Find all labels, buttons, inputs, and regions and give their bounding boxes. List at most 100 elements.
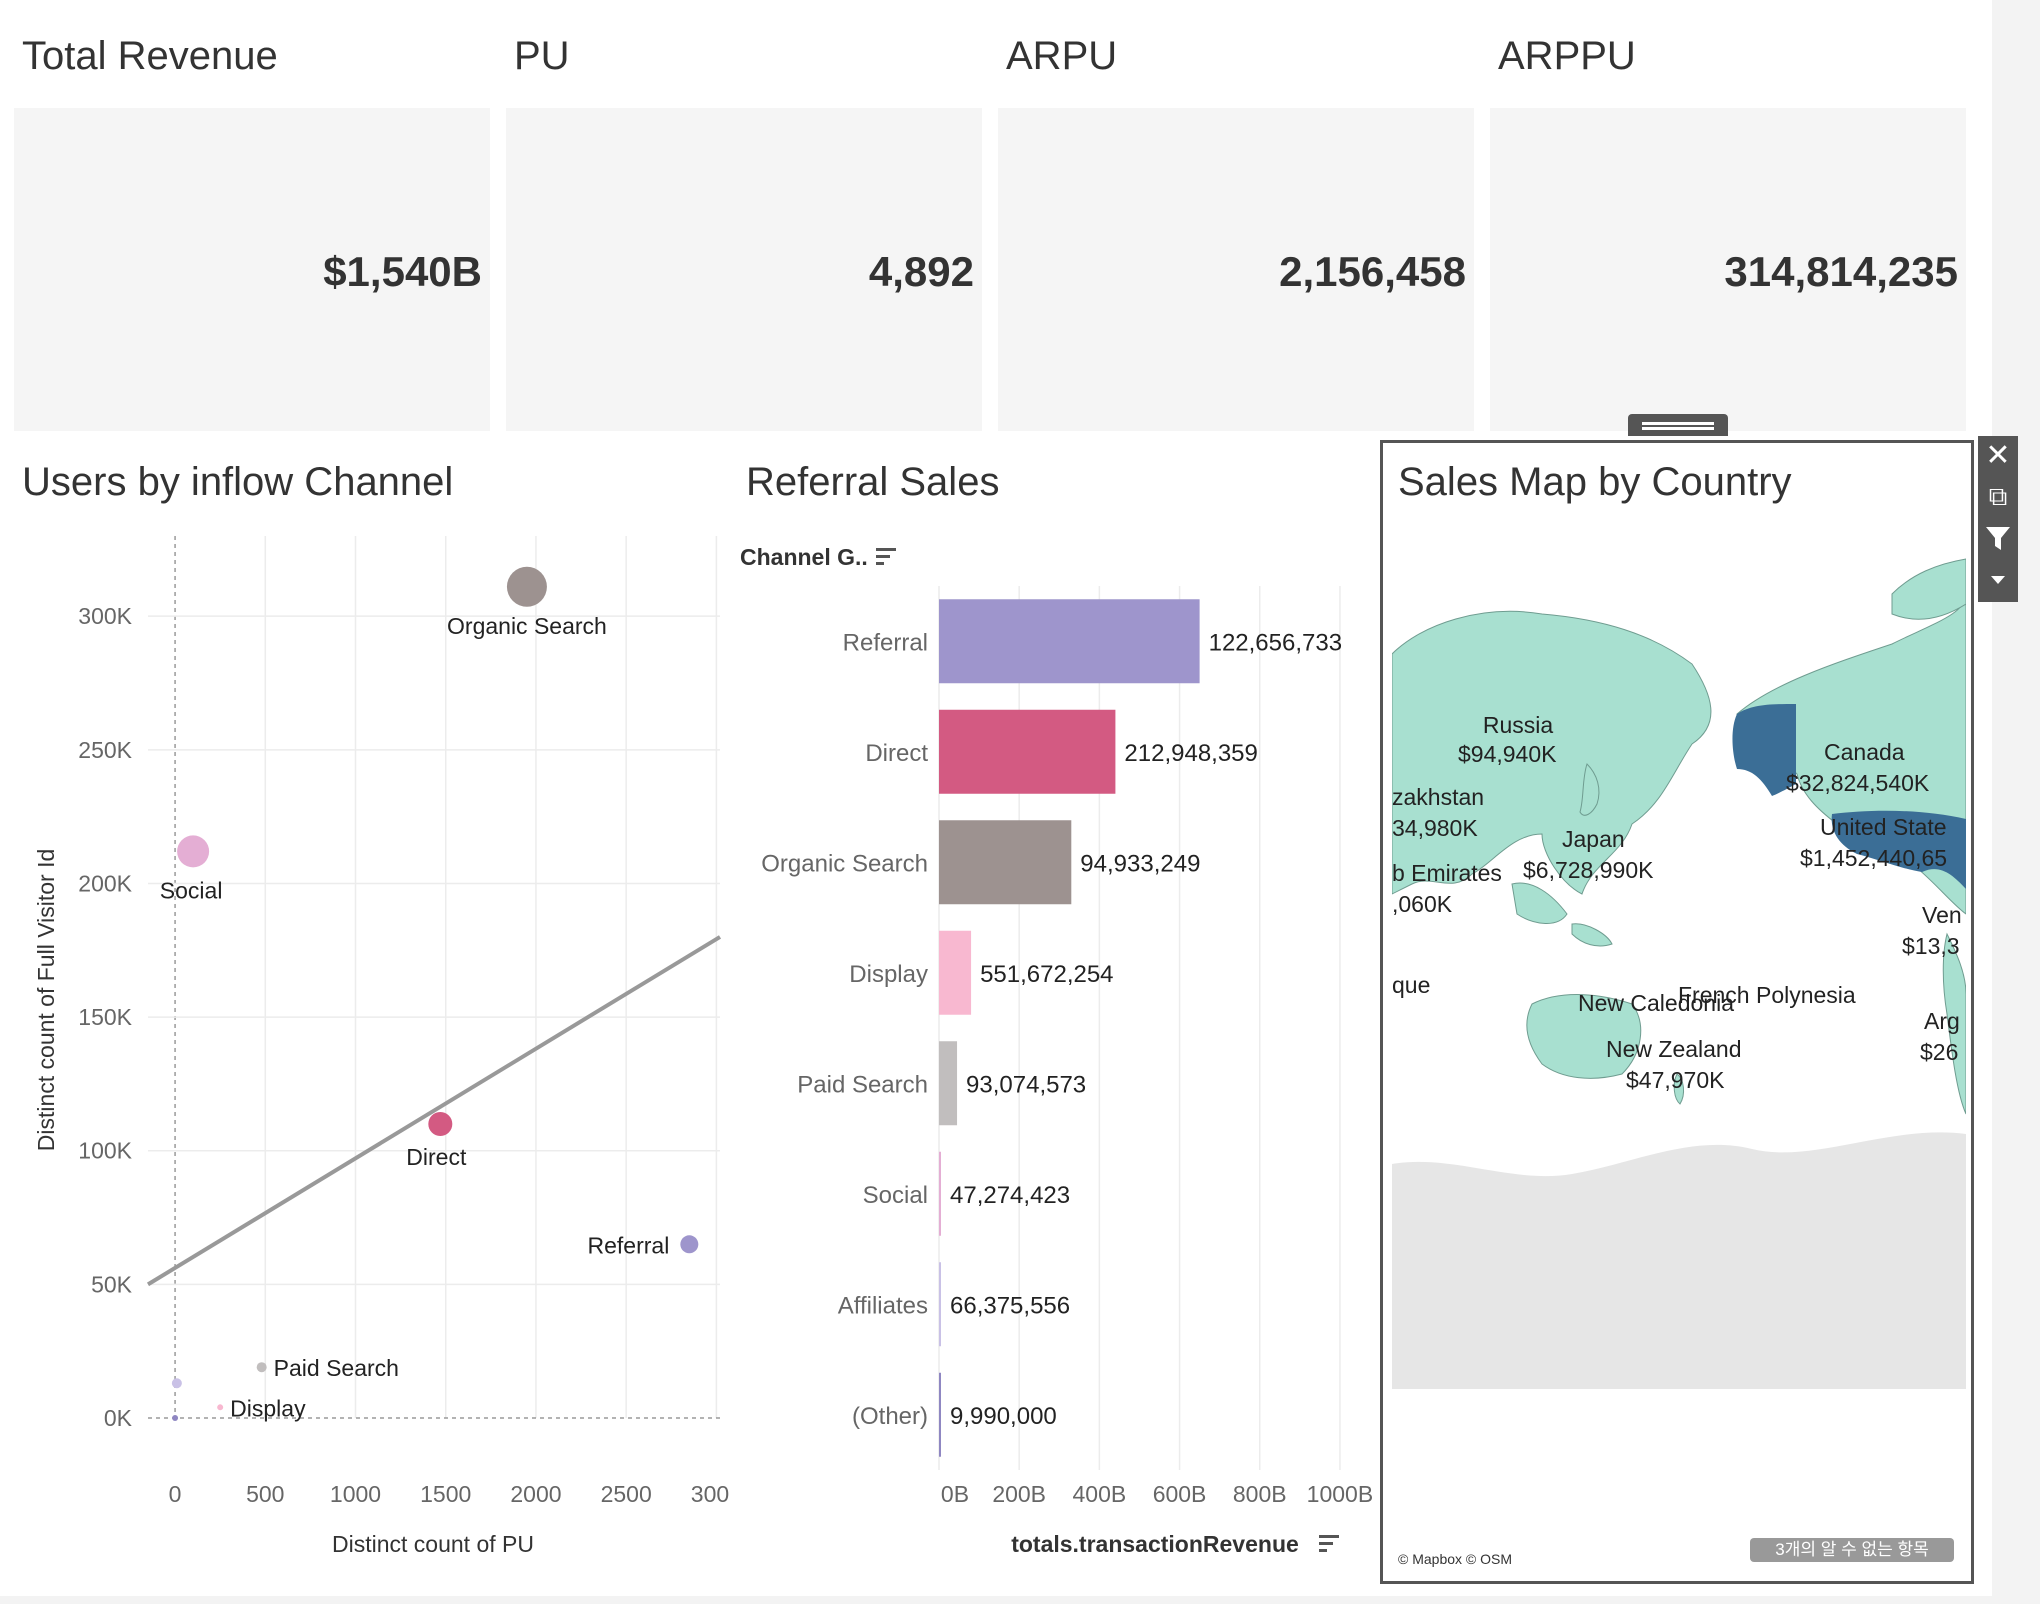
australia-shape[interactable] xyxy=(1526,994,1642,1079)
scatter-point-direct[interactable] xyxy=(428,1112,453,1136)
scatter-point-unlabeled-6[interactable] xyxy=(171,1378,182,1389)
referral-sales-bar-chart[interactable]: Channel G.. totals.transactionRevenue 0B… xyxy=(730,520,1380,1570)
map-label-united-states: United State xyxy=(1820,814,1947,840)
united-states-shape[interactable] xyxy=(1831,810,1966,889)
scatter-title: Users by inflow Channel xyxy=(22,460,454,504)
close-icon[interactable]: ✕ xyxy=(1985,439,2011,472)
scatter-point-label: Direct xyxy=(406,1144,467,1170)
bar-referral[interactable] xyxy=(939,599,1200,684)
channel-group-header[interactable]: Channel G.. xyxy=(740,544,868,570)
scatter-y-axis-label: Distinct count of Full Visitor Id xyxy=(33,849,59,1152)
users-by-channel-scatter-chart[interactable]: Distinct count of Full Visitor Id Distin… xyxy=(0,520,730,1570)
bar-category-label[interactable]: Direct xyxy=(865,740,928,767)
dashboard-right-gutter xyxy=(1992,0,2040,1604)
bar-direct[interactable] xyxy=(939,709,1116,794)
scatter-point-label: Social xyxy=(160,877,223,903)
greenland-fragment xyxy=(1891,558,1966,620)
scatter-x-tick-label: 500 xyxy=(246,1481,284,1507)
southeast-asia-islands xyxy=(1511,882,1613,947)
map-label-venezuela-value: $13,3 xyxy=(1902,933,1960,959)
bar-social[interactable] xyxy=(939,1151,942,1236)
bar-category-label[interactable]: (Other) xyxy=(852,1403,928,1430)
map-attribution[interactable]: © Mapbox © OSM xyxy=(1398,1551,1512,1567)
kpi-value-arpu: 2,156,458 xyxy=(1279,248,1466,295)
scatter-point-social[interactable] xyxy=(177,835,210,868)
kpi-card-arppu[interactable]: 314,814,235 xyxy=(1490,108,1966,431)
more-options-icon[interactable] xyxy=(1978,560,2018,600)
map-label-kazakhstan: zakhstan xyxy=(1392,784,1485,810)
map-label-united-states-value: $1,452,440,65 xyxy=(1800,845,1948,871)
scatter-x-axis-label: Distinct count of PU xyxy=(332,1531,534,1557)
bar-x-axis-label: totals.transactionRevenue xyxy=(1011,1531,1299,1557)
south-america-edge xyxy=(1942,932,1966,1115)
bar-category-label[interactable]: Display xyxy=(849,961,928,988)
scatter-trend-line[interactable] xyxy=(146,935,722,1287)
kpi-title-arppu: ARPPU xyxy=(1498,34,1636,78)
new-zealand-shape[interactable] xyxy=(1673,1073,1685,1105)
bar-category-label[interactable]: Social xyxy=(863,1182,928,1209)
kpi-value-pu: 4,892 xyxy=(868,248,974,295)
scatter-y-tick-label: 0K xyxy=(104,1405,133,1431)
bar-value-label: 94,933,249 xyxy=(1080,850,1200,877)
world-map[interactable] xyxy=(1392,534,1966,1570)
scatter-point-unlabeled-7[interactable] xyxy=(172,1415,179,1421)
sort-icon[interactable] xyxy=(876,548,896,565)
map-canvas xyxy=(1392,558,1966,1389)
bar-category-label[interactable]: Paid Search xyxy=(797,1071,928,1098)
bar-value-label: 66,375,556 xyxy=(950,1292,1070,1319)
dashboard-bottom-gutter xyxy=(0,1596,2040,1604)
map-label-name: Russia xyxy=(1482,712,1554,738)
bar-organic-search[interactable] xyxy=(939,820,1072,905)
map-label-japan-value: $6,728,990K xyxy=(1523,857,1654,883)
antarctica-region xyxy=(1392,1132,1966,1389)
scatter-x-tick-label: 1500 xyxy=(420,1481,471,1507)
map-label-new-zealand-value: $47,970K xyxy=(1626,1067,1725,1093)
scatter-point-label: Organic Search xyxy=(447,613,607,639)
scatter-y-tick-label: 150K xyxy=(78,1004,132,1030)
panel-toolbar: ✕ ⧉ xyxy=(1978,436,2018,602)
scatter-point-referral[interactable] xyxy=(680,1235,699,1254)
bar-category-label[interactable]: Affiliates xyxy=(838,1292,928,1319)
kpi-card-arpu[interactable]: 2,156,458 xyxy=(998,108,1474,431)
bar-value-label: 122,656,733 xyxy=(1209,629,1342,656)
filter-icon[interactable] xyxy=(1978,518,2018,558)
bar-display[interactable] xyxy=(939,930,972,1015)
map-label-venezuela: Ven xyxy=(1922,902,1962,928)
kpi-card-total-revenue[interactable]: $1,540B xyxy=(14,108,490,431)
map-label-french-polynesia: French Polynesia xyxy=(1678,982,1856,1008)
alaska-shape[interactable] xyxy=(1732,704,1796,796)
bar-x-tick-label: 1000B xyxy=(1307,1481,1374,1507)
scatter-x-tick-label: 2000 xyxy=(510,1481,561,1507)
bar-category-label[interactable]: Referral xyxy=(843,629,928,656)
scatter-point-label: Display xyxy=(230,1395,306,1421)
unknown-items-badge[interactable]: 3개의 알 수 없는 항목 xyxy=(1750,1538,1954,1562)
scatter-point-display[interactable] xyxy=(217,1404,224,1411)
map-label-new-zealand: New Zealand xyxy=(1606,1036,1742,1062)
scatter-y-tick-label: 50K xyxy=(91,1271,133,1297)
scatter-x-tick-label: 1000 xyxy=(330,1481,381,1507)
kpi-card-pu[interactable]: 4,892 xyxy=(506,108,982,431)
scatter-point-paid-search[interactable] xyxy=(256,1362,267,1373)
kpi-value-arppu: 314,814,235 xyxy=(1724,248,1958,295)
map-label-japan: Japan xyxy=(1562,826,1625,852)
map-label-uae: b Emirates xyxy=(1392,860,1502,886)
bar-x-tick-label: 200B xyxy=(992,1481,1046,1507)
scatter-point-organic-search[interactable] xyxy=(506,566,547,607)
bar-affiliates[interactable] xyxy=(939,1262,941,1347)
bar-other[interactable] xyxy=(939,1372,941,1457)
kpi-title-arpu: ARPU xyxy=(1006,34,1118,78)
bar-category-label[interactable]: Organic Search xyxy=(761,850,928,877)
bar-paid-search[interactable] xyxy=(939,1041,958,1126)
map-label-kazakhstan-value: 34,980K xyxy=(1392,815,1478,841)
bar-value-label: 551,672,254 xyxy=(980,961,1113,988)
asia-landmass[interactable] xyxy=(1392,610,1712,895)
map-label-canada: Canada xyxy=(1824,739,1905,765)
bar-x-tick-label: 0B xyxy=(941,1481,969,1507)
japan-shape[interactable] xyxy=(1579,763,1600,816)
open-external-icon[interactable]: ⧉ xyxy=(1988,481,2008,511)
panel-drag-handle[interactable] xyxy=(1628,414,1728,436)
axis-sort-icon[interactable] xyxy=(1319,1535,1339,1552)
scatter-point-label: Paid Search xyxy=(274,1355,399,1381)
bar-chart-title: Referral Sales xyxy=(746,460,1000,504)
